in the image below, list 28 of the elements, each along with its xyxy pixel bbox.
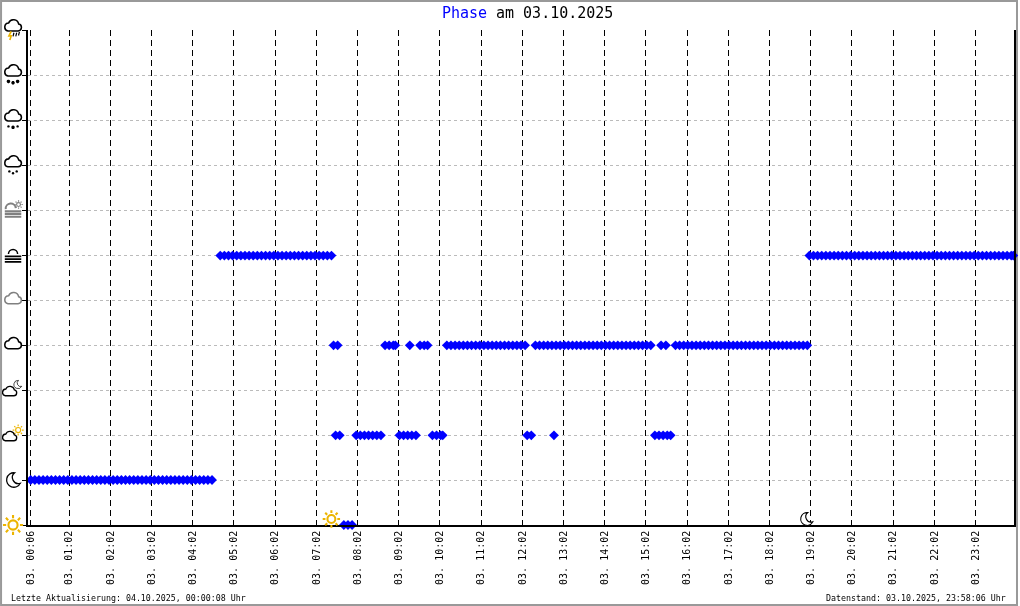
x-tick-label: 03. 20:02 — [846, 530, 858, 585]
x-tick-label: 03. 05:02 — [228, 530, 240, 585]
x-tick-label: 03. 09:02 — [393, 530, 405, 585]
x-tick-label: 03. 07:02 — [310, 530, 322, 585]
x-tick-label: 03. 10:02 — [434, 530, 446, 585]
x-tick-label: 03. 03:02 — [145, 530, 157, 585]
x-tick-label: 03. 01:02 — [63, 530, 75, 585]
text: Datenstand: 03.10.2025, 23:58:06 Uhr — [826, 593, 1006, 603]
chart-title: am 03.10.2025 — [496, 4, 614, 22]
x-tick-label: 03. 13:02 — [557, 530, 569, 585]
x-tick-label: 03. 00:06 — [25, 530, 36, 585]
x-tick-label: 03. 16:02 — [681, 530, 693, 585]
x-tick-label: 03. 12:02 — [516, 530, 528, 585]
x-tick-label: 03. 02:02 — [104, 530, 116, 585]
text: Phase — [442, 4, 488, 22]
x-tick-label: 03. 18:02 — [763, 530, 775, 585]
x-tick-label: 03. 15:02 — [640, 530, 652, 585]
x-tick-label: 03. 04:02 — [187, 530, 199, 585]
x-tick-label: 03. 08:02 — [351, 530, 363, 585]
x-tick-label: 03. 14:02 — [599, 530, 611, 585]
x-tick-label: 03. 19:02 — [805, 530, 817, 585]
x-tick-label: 03. 22:02 — [928, 530, 940, 585]
x-tick-label: 03. 11:02 — [475, 530, 487, 585]
x-tick-label: 03. 23:02 — [969, 530, 981, 585]
x-tick-label: 03. 21:02 — [887, 530, 899, 585]
x-tick-label: 03. 06:02 — [269, 530, 281, 585]
x-tick-label: 03. 17:02 — [722, 530, 734, 585]
text: Letzte Aktualisierung: 04.10.2025, 00:00:08 Uhr — [11, 593, 246, 603]
